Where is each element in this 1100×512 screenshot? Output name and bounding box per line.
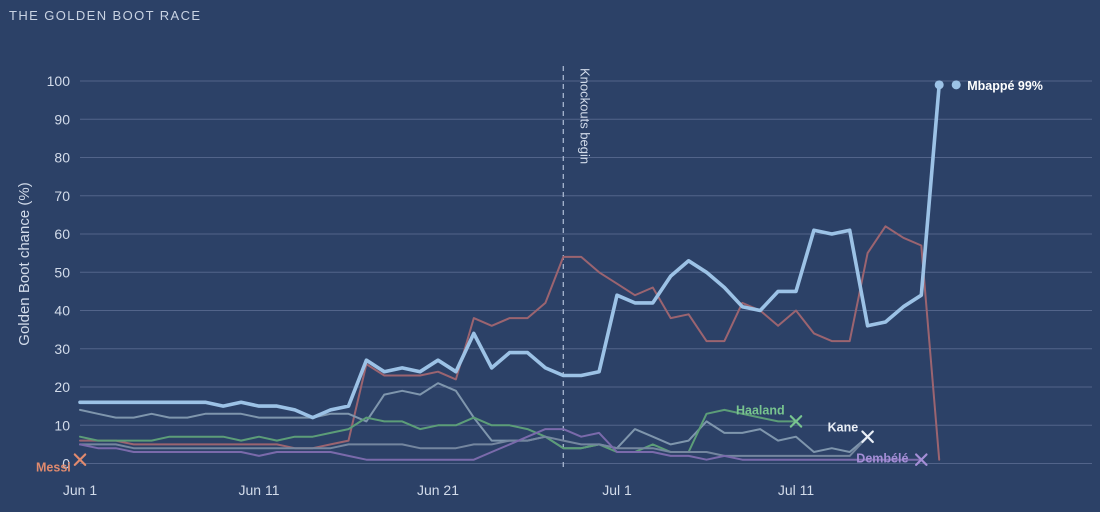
y-tick-label: 0: [62, 456, 70, 472]
endpoint-x-messi: [73, 453, 87, 466]
x-tick-label: Jul 11: [778, 482, 815, 498]
series-line-haaland: [79, 408, 797, 453]
end-label-mbapp: Mbappé 99%: [967, 79, 1043, 93]
y-tick-label: 10: [54, 417, 70, 433]
series-line-kane: [79, 435, 869, 457]
y-tick-label: 40: [54, 303, 70, 319]
end-label-dembl: Dembélé: [856, 452, 908, 466]
gridlines: [80, 80, 1092, 464]
y-tick-label: 20: [54, 379, 70, 395]
knockouts-annotation: Knockouts begin: [577, 68, 592, 164]
y-tick-label: 100: [47, 73, 71, 89]
endpoint-mbapp: [934, 80, 944, 90]
y-tick-label: 80: [54, 150, 70, 166]
legend-dot-mbapp: [951, 80, 961, 90]
x-tick-label: Jun 11: [239, 482, 280, 498]
x-axis-ticks: Jun 1 Jun 11 Jun 21 Jul 1 Jul 11: [63, 482, 814, 498]
endpoint-x-kane: [861, 430, 874, 444]
x-tick-label: Jul 1: [602, 482, 632, 498]
series-line-mbapp: [78, 83, 942, 420]
y-tick-label: 50: [54, 264, 70, 280]
y-tick-label: 90: [54, 111, 70, 127]
end-labels: Haaland Kane Dembélé Messi Mbappé 99%: [36, 79, 1043, 475]
series-lines: [78, 83, 942, 461]
series-line-dembl: [79, 428, 923, 461]
y-tick-label: 60: [54, 226, 70, 242]
end-label-haaland: Haaland: [736, 403, 785, 417]
y-axis-label: Golden Boot chance (%): [16, 182, 33, 345]
y-tick-label: 30: [54, 341, 70, 357]
y-axis-ticks: 0 10 20 30 40 50 60 70 80 90 100: [47, 73, 71, 472]
endpoint-x-dembl: [914, 453, 928, 466]
x-tick-label: Jun 1: [63, 482, 97, 498]
x-tick-label: Jun 21: [417, 482, 459, 498]
end-label-messi: Messi: [36, 461, 71, 475]
y-tick-label: 70: [54, 188, 70, 204]
endpoint-x-haaland: [789, 415, 803, 428]
end-label-kane: Kane: [828, 421, 859, 435]
chart-title: THE GOLDEN BOOT RACE: [9, 8, 201, 23]
series-line-unlabeled-0: [79, 225, 941, 461]
